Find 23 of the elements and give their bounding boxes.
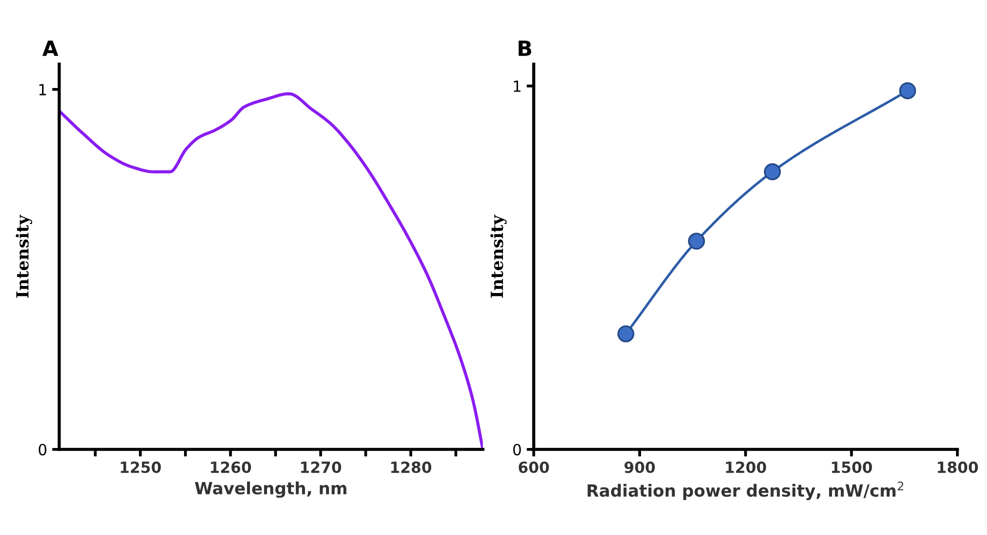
chart-title: B xyxy=(518,40,532,56)
x-tick-label: 1250 xyxy=(120,461,161,474)
x-tick-label: 1800 xyxy=(938,461,978,474)
chart-title: A xyxy=(42,40,58,56)
x-axis-title: Radiation power density, mW/cm$^{2}$ xyxy=(588,482,904,500)
y-axis-title: Intensity xyxy=(16,214,32,298)
x-tick-label: 1200 xyxy=(726,461,766,474)
x-tick-label: 600 xyxy=(518,461,549,474)
x-tick-label: 1260 xyxy=(210,461,252,474)
y-tick-label: 0 xyxy=(513,444,521,456)
y-tick-label: 1 xyxy=(39,84,46,96)
point xyxy=(899,82,916,100)
x-tick-label: 1270 xyxy=(301,461,342,474)
y-tick-label: 0 xyxy=(38,444,46,456)
x-tick-label: 900 xyxy=(624,461,655,474)
y-axis-title: Intensity xyxy=(490,214,507,298)
y-tick-label: 1 xyxy=(514,80,521,92)
x-axis-title: Wavelength, nm xyxy=(194,482,346,498)
point xyxy=(764,163,781,180)
x-tick-label: 1500 xyxy=(832,461,872,474)
point xyxy=(617,325,634,342)
x-tick-label: 1280 xyxy=(391,461,432,474)
point xyxy=(688,232,705,250)
